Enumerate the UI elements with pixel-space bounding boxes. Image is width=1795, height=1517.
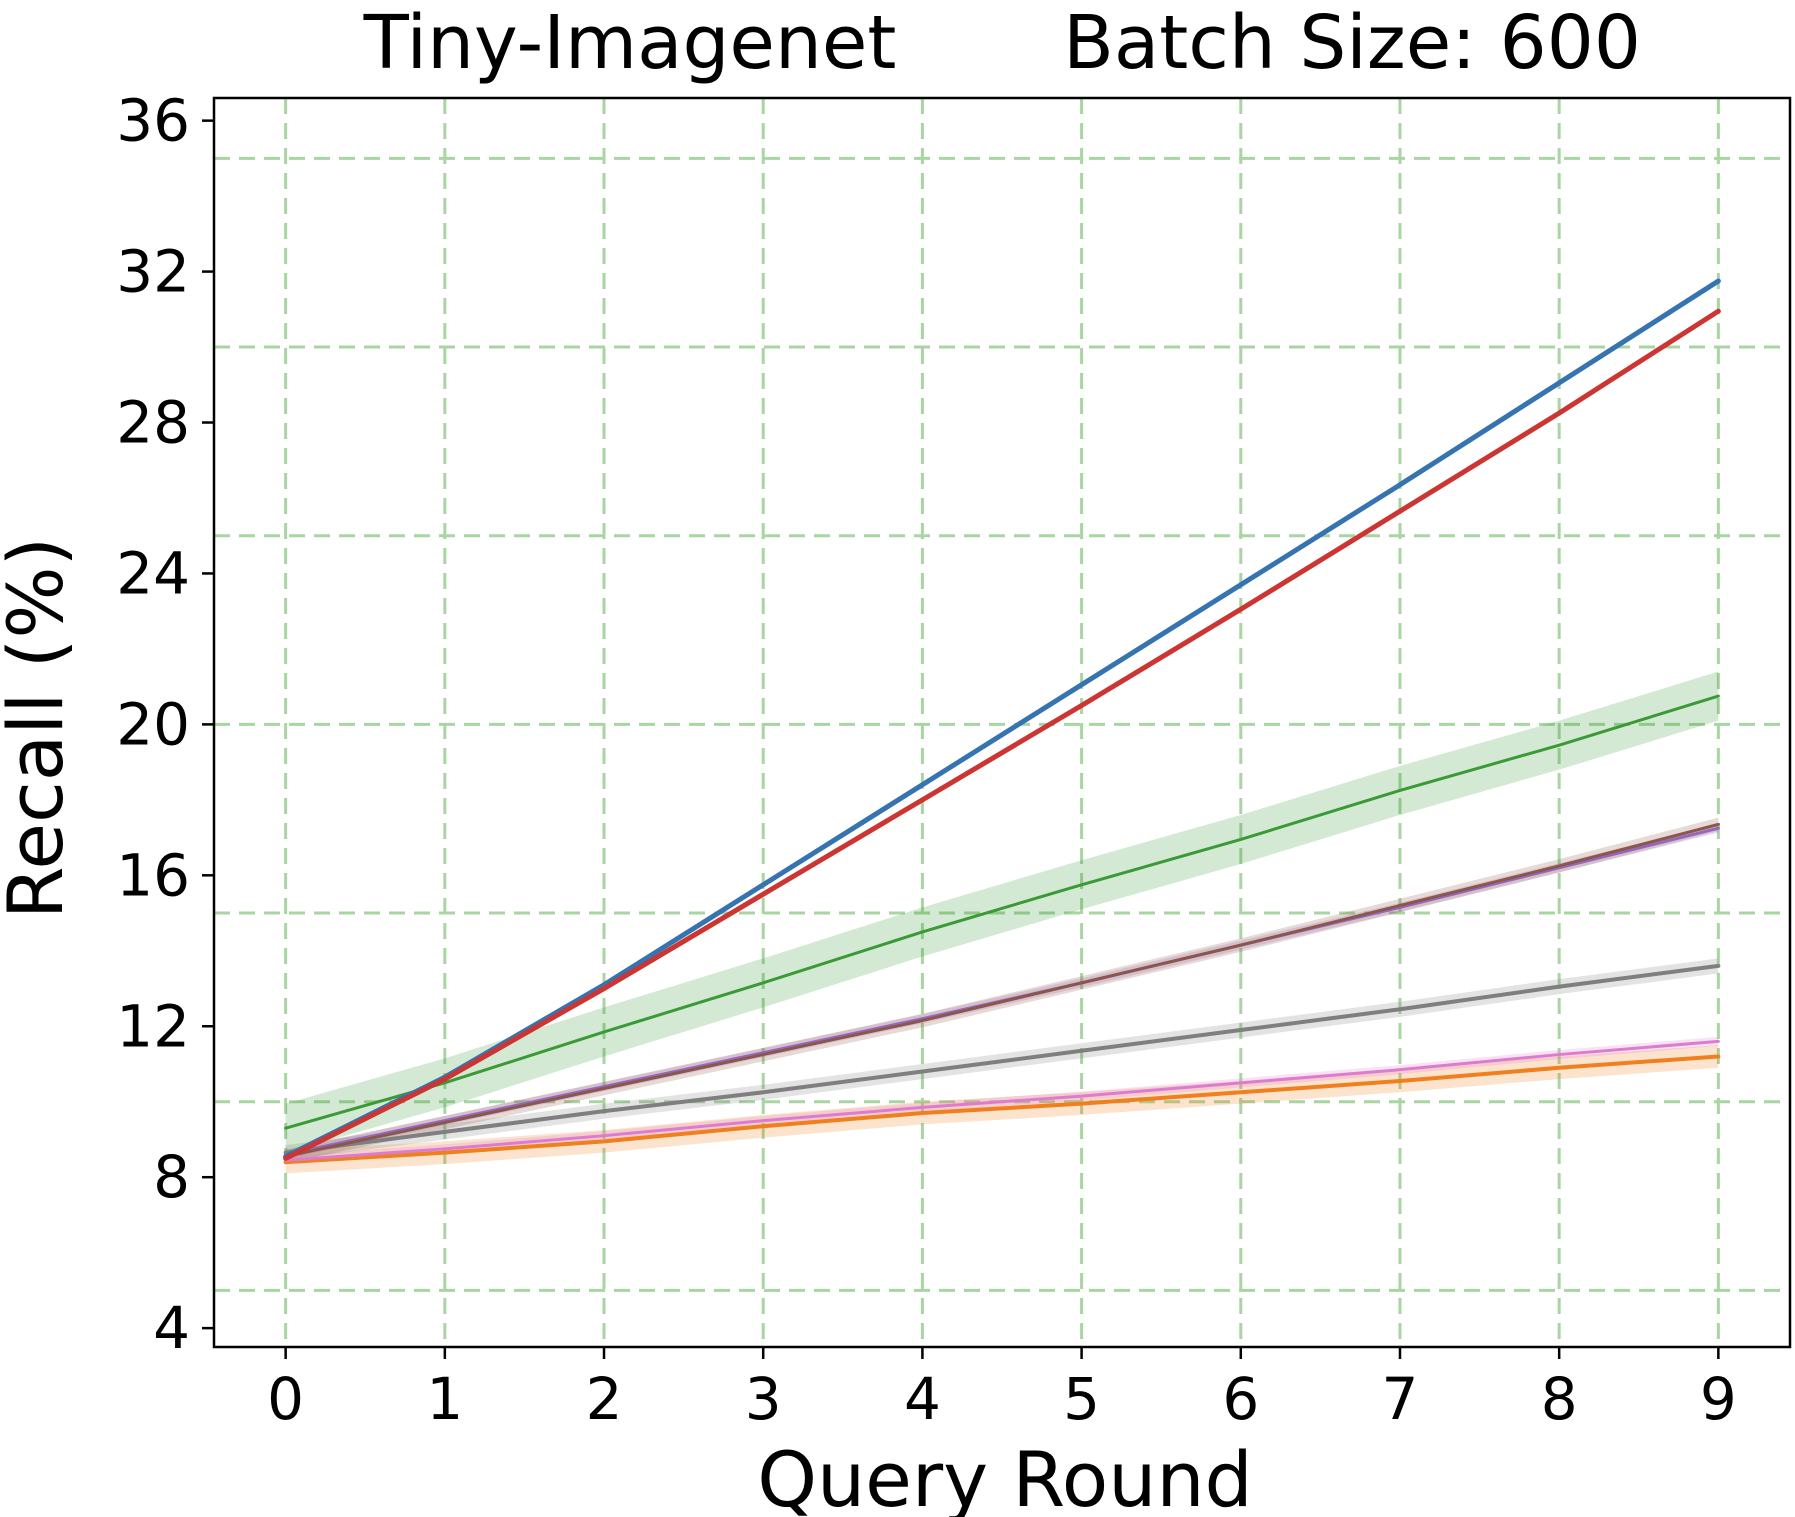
y-tick-label: 20	[116, 690, 190, 758]
y-tick-label: 32	[116, 238, 190, 306]
confidence-bands	[285, 671, 1719, 1174]
chart-title-right: Batch Size: 600	[1063, 0, 1641, 86]
y-tick-label: 4	[153, 1294, 190, 1362]
x-tick-label: 6	[1222, 1365, 1259, 1433]
x-tick-label: 9	[1700, 1365, 1737, 1433]
series-1-line	[283, 1054, 1721, 1165]
x-tick-label: 0	[267, 1365, 304, 1433]
series-3-line	[283, 963, 1721, 1155]
y-tick-label: 36	[116, 87, 190, 155]
y-tick-label: 28	[116, 389, 190, 457]
y-axis-ticks: 4 8 12 16 20 24 28 32 36	[116, 87, 214, 1362]
series-5-line	[284, 822, 1720, 1158]
x-tick-label: 1	[426, 1365, 463, 1433]
x-tick-label: 4	[904, 1365, 941, 1433]
series-6-band	[285, 671, 1719, 1153]
plot-frame	[212, 96, 1792, 1349]
series-2-line	[284, 1039, 1720, 1162]
series-lines	[283, 278, 1721, 1165]
y-tick-label: 24	[116, 539, 190, 607]
grid	[214, 98, 1790, 1347]
x-tick-label: 7	[1382, 1365, 1419, 1433]
chart-title-left: Tiny-Imagenet	[363, 0, 897, 86]
series-8-line	[283, 308, 1721, 1161]
y-tick-label: 8	[153, 1143, 190, 1211]
x-axis-label: Query Round	[757, 1435, 1253, 1517]
x-axis-ticks: 0 1 2 3 4 5 6 7 8 9	[267, 1347, 1737, 1433]
y-tick-label: 16	[116, 841, 190, 909]
series-4-band	[285, 823, 1719, 1160]
series-7-line	[283, 278, 1721, 1159]
x-tick-label: 3	[745, 1365, 782, 1433]
x-tick-label: 5	[1063, 1365, 1100, 1433]
x-tick-label: 2	[586, 1365, 623, 1433]
series-6-line	[284, 694, 1720, 1130]
y-tick-label: 12	[116, 992, 190, 1060]
x-tick-label: 8	[1541, 1365, 1578, 1433]
y-axis-label: Recall (%)	[0, 537, 80, 919]
